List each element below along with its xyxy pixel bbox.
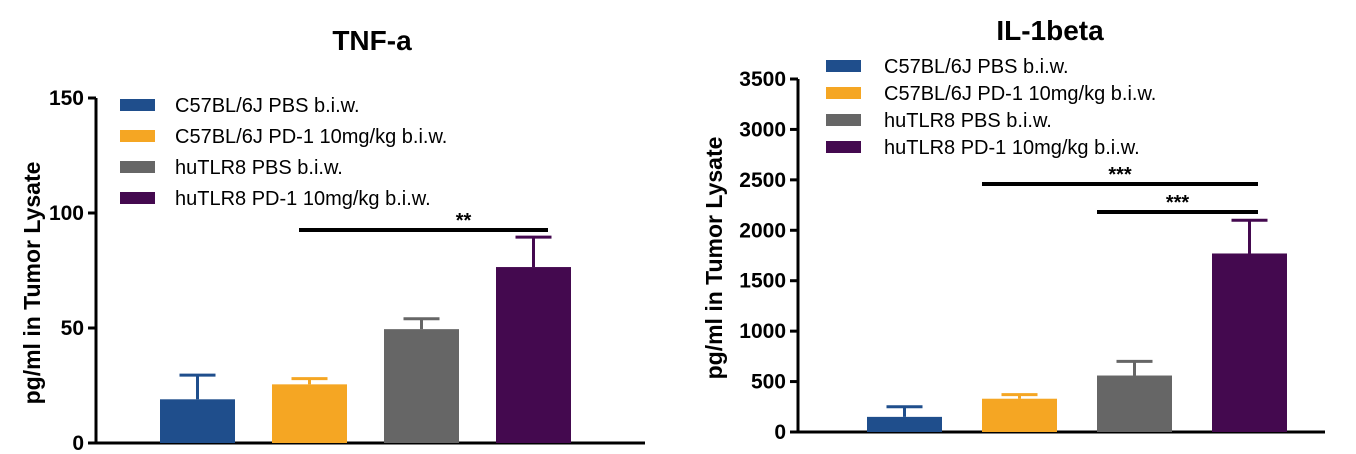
- bar: [272, 384, 347, 443]
- y-tick-label: 2000: [739, 219, 786, 242]
- legend-label: huTLR8 PBS b.i.w.: [884, 110, 1052, 132]
- legend-label: huTLR8 PD-1 10mg/kg b.i.w.: [175, 188, 431, 210]
- legend-label: C57BL/6J PBS b.i.w.: [175, 95, 360, 117]
- bar: [1212, 253, 1287, 432]
- legend-label: huTLR8 PD-1 10mg/kg b.i.w.: [884, 137, 1140, 159]
- legend-label: C57BL/6J PBS b.i.w.: [884, 56, 1069, 78]
- y-tick-label: 1500: [739, 270, 786, 293]
- bar: [867, 416, 942, 432]
- significance-label: **: [456, 210, 472, 232]
- y-tick-label: 3500: [739, 68, 786, 91]
- legend-label: huTLR8 PBS b.i.w.: [175, 157, 343, 179]
- bar: [1097, 375, 1172, 432]
- legend: C57BL/6J PBS b.i.w. C57BL/6J PD-1 10mg/kg…: [120, 95, 447, 210]
- significance-annotations: **: [299, 210, 548, 232]
- error-bars: [179, 235, 552, 400]
- legend-swatch: [120, 192, 155, 204]
- bar: [384, 329, 459, 443]
- bar: [160, 399, 235, 443]
- y-tick-label: 150: [49, 87, 84, 110]
- bar: [496, 267, 571, 443]
- y-tick-label: 500: [751, 371, 786, 394]
- y-axis-label: pg/ml in Tumor Lysate: [19, 162, 45, 405]
- significance-annotations: *** ***: [982, 164, 1258, 214]
- bars: [867, 253, 1287, 432]
- y-tick-label: 0: [774, 421, 786, 444]
- legend: C57BL/6J PBS b.i.w. C57BL/6J PD-1 10mg/kg…: [826, 56, 1156, 159]
- y-tick-label: 1000: [739, 320, 786, 343]
- chart-tnf-a: TNF-a pg/ml in Tumor Lysate 0 50 100 150 **…: [19, 25, 645, 454]
- y-tick-label: 100: [49, 202, 84, 225]
- chart-title: TNF-a: [332, 25, 412, 56]
- y-tick-label: 2500: [739, 169, 786, 192]
- y-tick-label: 3000: [739, 118, 786, 141]
- significance-label: ***: [1108, 164, 1132, 186]
- legend-swatch: [826, 114, 861, 126]
- legend-label: C57BL/6J PD-1 10mg/kg b.i.w.: [884, 83, 1156, 105]
- y-tick-label: 0: [72, 432, 84, 454]
- legend-swatch: [826, 141, 861, 153]
- error-bars: [886, 218, 1268, 417]
- legend-swatch: [826, 60, 861, 72]
- legend-label: C57BL/6J PD-1 10mg/kg b.i.w.: [175, 126, 447, 148]
- bars: [160, 267, 571, 443]
- legend-swatch: [120, 161, 155, 173]
- chart-title: IL-1beta: [996, 15, 1104, 46]
- bar: [982, 398, 1057, 432]
- y-tick-label: 50: [61, 317, 84, 340]
- legend-swatch: [120, 130, 155, 142]
- y-axis-label: pg/ml in Tumor Lysate: [701, 137, 727, 380]
- legend-swatch: [120, 99, 155, 111]
- legend-swatch: [826, 87, 861, 99]
- significance-label: ***: [1166, 192, 1190, 214]
- chart-il-1beta: IL-1beta pg/ml in Tumor Lysate 0 500 1000 1…: [701, 15, 1325, 444]
